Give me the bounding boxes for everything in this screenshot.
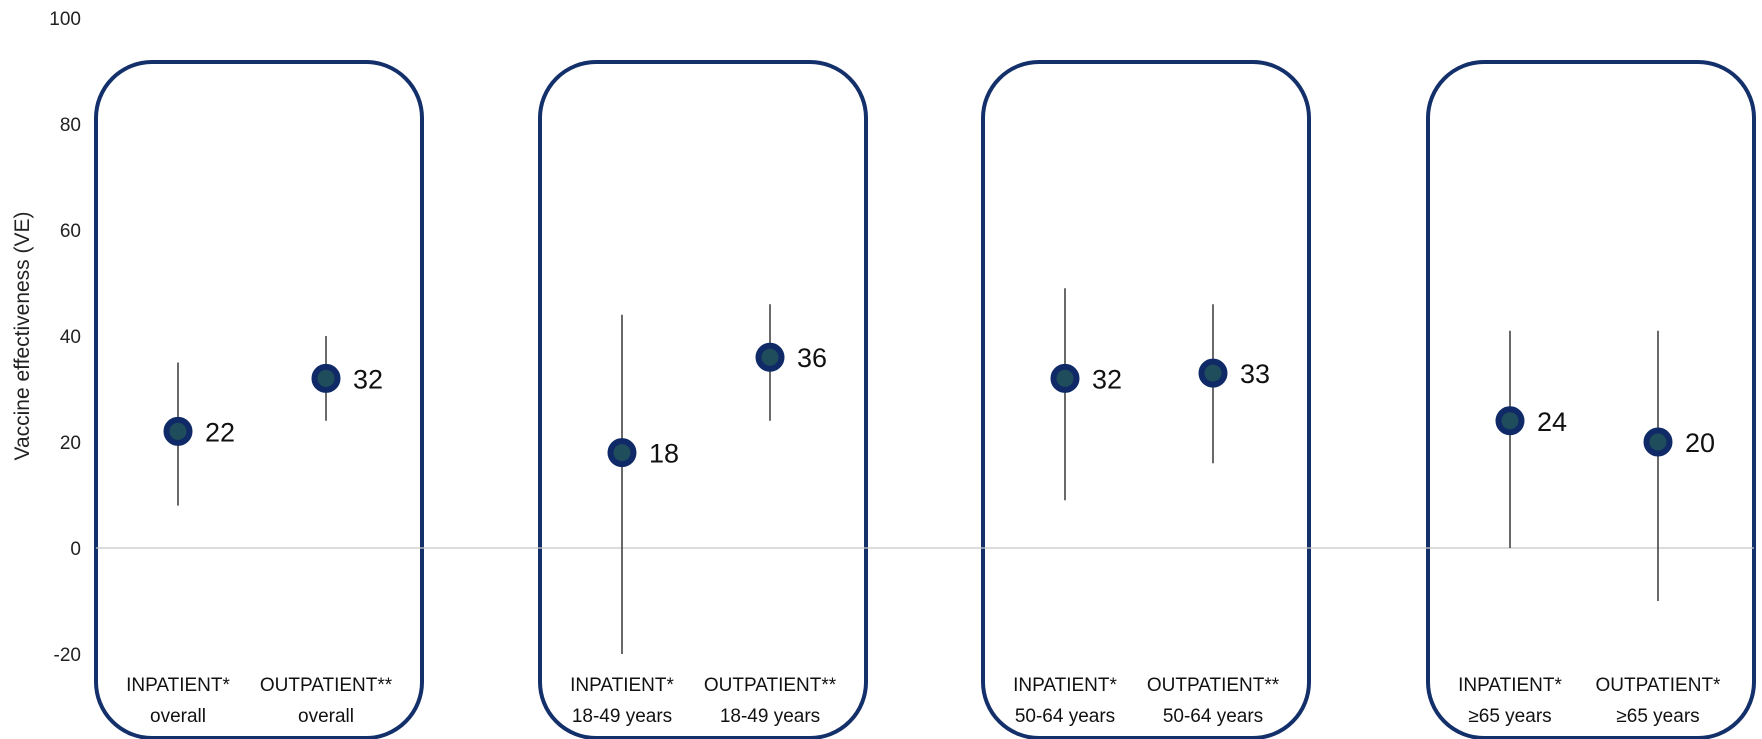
data-label: 20 <box>1685 428 1715 458</box>
y-axis-title: Vaccine effectiveness (VE) <box>11 211 34 460</box>
y-tick-label: -20 <box>54 645 81 666</box>
category-sublabel: ≥65 years <box>1616 706 1699 727</box>
category-sublabel: 18-49 years <box>720 706 820 727</box>
data-label: 32 <box>353 364 383 394</box>
category-label: OUTPATIENT** <box>260 675 393 696</box>
category-sublabel: 50-64 years <box>1163 706 1263 727</box>
category-sublabel: overall <box>150 706 206 727</box>
y-tick-label: 100 <box>49 9 81 30</box>
y-tick-label: 20 <box>60 433 81 454</box>
y-tick-label: 0 <box>70 539 81 560</box>
y-tick-label: 60 <box>60 221 81 242</box>
category-label: INPATIENT* <box>126 675 230 696</box>
data-point <box>1198 358 1228 388</box>
category-label: INPATIENT* <box>570 675 674 696</box>
data-point <box>755 342 785 372</box>
category-label: OUTPATIENT* <box>1596 675 1722 696</box>
data-label: 32 <box>1092 364 1122 394</box>
panel-frame <box>1426 60 1756 739</box>
category-label: OUTPATIENT** <box>1147 675 1280 696</box>
data-label: 24 <box>1537 407 1567 437</box>
y-tick-label: 40 <box>60 327 81 348</box>
data-point <box>311 363 341 393</box>
category-label: INPATIENT* <box>1013 675 1117 696</box>
panel-frame <box>981 60 1311 739</box>
data-point <box>607 438 637 468</box>
category-sublabel: 50-64 years <box>1015 706 1115 727</box>
category-label: OUTPATIENT** <box>704 675 837 696</box>
category-sublabel: 18-49 years <box>572 706 672 727</box>
data-point <box>163 416 193 446</box>
data-label: 36 <box>797 343 827 373</box>
data-point <box>1643 427 1673 457</box>
category-sublabel: ≥65 years <box>1468 706 1551 727</box>
data-label: 22 <box>205 417 235 447</box>
category-sublabel: overall <box>298 706 354 727</box>
data-point <box>1050 363 1080 393</box>
panel-frame <box>94 60 424 739</box>
data-label: 33 <box>1240 359 1270 389</box>
y-tick-label: 80 <box>60 115 81 136</box>
panel-frame <box>538 60 868 739</box>
category-label: INPATIENT* <box>1458 675 1562 696</box>
data-label: 18 <box>649 439 679 469</box>
data-point <box>1495 406 1525 436</box>
